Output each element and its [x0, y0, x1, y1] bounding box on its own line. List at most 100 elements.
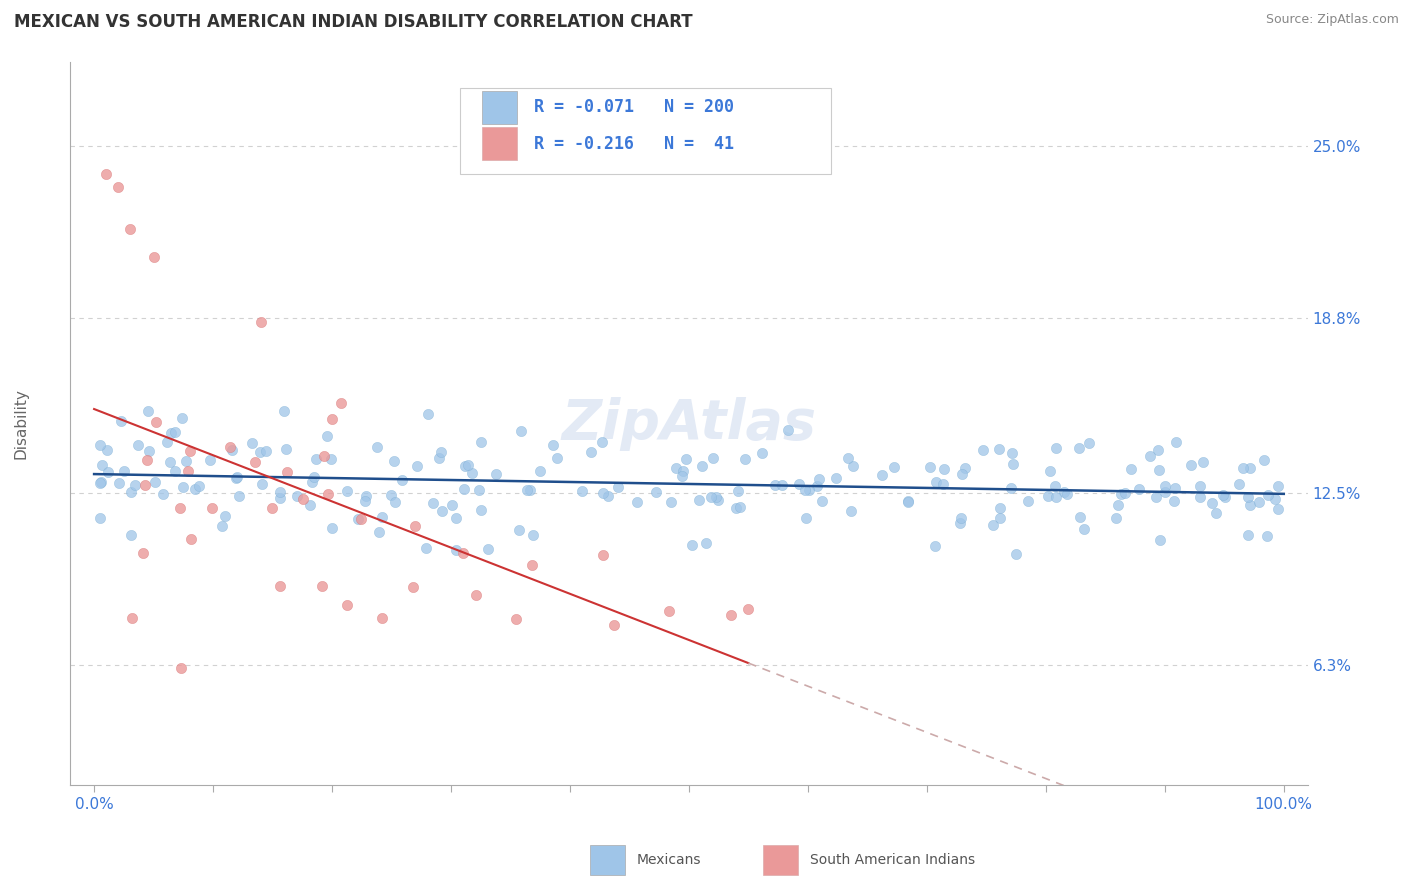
Point — [707, 492, 730, 507]
Point — [430, 504, 453, 518]
Point — [520, 558, 543, 573]
Point — [276, 465, 298, 479]
Point — [1154, 479, 1177, 493]
Point — [485, 467, 508, 482]
Point — [302, 470, 325, 484]
Point — [240, 436, 263, 450]
Point — [690, 458, 713, 473]
Point — [318, 487, 340, 501]
Point — [110, 414, 132, 428]
Point — [529, 464, 551, 478]
Point — [112, 464, 135, 478]
Point — [806, 479, 828, 493]
Point — [657, 604, 679, 618]
Point — [1267, 502, 1289, 516]
Point — [415, 541, 437, 556]
Point — [839, 504, 862, 518]
Point — [626, 495, 648, 509]
Point — [1191, 455, 1213, 469]
Point — [811, 493, 834, 508]
Point — [274, 442, 297, 456]
Point — [704, 491, 727, 505]
Point — [734, 452, 756, 467]
Point — [249, 445, 271, 459]
Point — [262, 500, 284, 515]
Point — [1227, 476, 1250, 491]
Point — [1073, 522, 1095, 536]
Point — [269, 491, 291, 505]
Point — [571, 484, 593, 499]
Point — [763, 478, 786, 492]
Point — [336, 483, 359, 498]
Text: R = -0.216   N =  41: R = -0.216 N = 41 — [534, 135, 734, 153]
Point — [1139, 450, 1161, 464]
Point — [446, 511, 468, 525]
Point — [165, 425, 187, 440]
Point — [776, 423, 799, 437]
Point — [406, 459, 429, 474]
Point — [1078, 436, 1101, 450]
Point — [972, 443, 994, 458]
Point — [1180, 458, 1202, 472]
Point — [720, 608, 742, 623]
Point — [136, 404, 159, 418]
Point — [124, 478, 146, 492]
Y-axis label: Disability: Disability — [14, 388, 28, 459]
Point — [316, 428, 339, 442]
Point — [249, 315, 271, 329]
Point — [644, 485, 666, 500]
Point — [159, 455, 181, 469]
Point — [1264, 492, 1286, 507]
Point — [1236, 490, 1258, 504]
Point — [505, 612, 527, 626]
Point — [508, 523, 530, 537]
Point — [218, 440, 240, 454]
Point — [1247, 495, 1270, 509]
Point — [665, 460, 688, 475]
Point — [311, 579, 333, 593]
Point — [243, 455, 266, 469]
Point — [170, 661, 193, 675]
Point — [314, 449, 336, 463]
Point — [824, 471, 846, 485]
Point — [932, 462, 955, 476]
Point — [382, 454, 405, 468]
Point — [477, 542, 499, 557]
Point — [121, 611, 143, 625]
Point — [118, 222, 141, 236]
Point — [1253, 453, 1275, 467]
Point — [1045, 441, 1067, 455]
Point — [321, 412, 343, 426]
Point — [120, 484, 142, 499]
Point — [214, 508, 236, 523]
Point — [177, 464, 200, 478]
Point — [368, 525, 391, 540]
Point — [94, 167, 117, 181]
Point — [1045, 490, 1067, 504]
Point — [391, 473, 413, 487]
Point — [1212, 488, 1234, 502]
Point — [546, 450, 568, 465]
Point — [675, 452, 697, 467]
Point — [356, 489, 378, 503]
Point — [808, 472, 831, 486]
Point — [321, 521, 343, 535]
Point — [1205, 506, 1227, 520]
Text: Source: ZipAtlas.com: Source: ZipAtlas.com — [1265, 13, 1399, 27]
Point — [988, 442, 1011, 457]
Point — [988, 500, 1011, 515]
Point — [96, 443, 118, 458]
Point — [592, 548, 614, 562]
Point — [770, 478, 793, 492]
Point — [380, 488, 402, 502]
Point — [184, 482, 207, 496]
Point — [152, 487, 174, 501]
Point — [384, 495, 406, 509]
Point — [1213, 490, 1236, 504]
Point — [454, 459, 477, 474]
Point — [579, 445, 602, 459]
Text: ZipAtlas: ZipAtlas — [561, 397, 817, 450]
Point — [1147, 463, 1170, 477]
Point — [402, 580, 425, 594]
Point — [799, 483, 821, 498]
